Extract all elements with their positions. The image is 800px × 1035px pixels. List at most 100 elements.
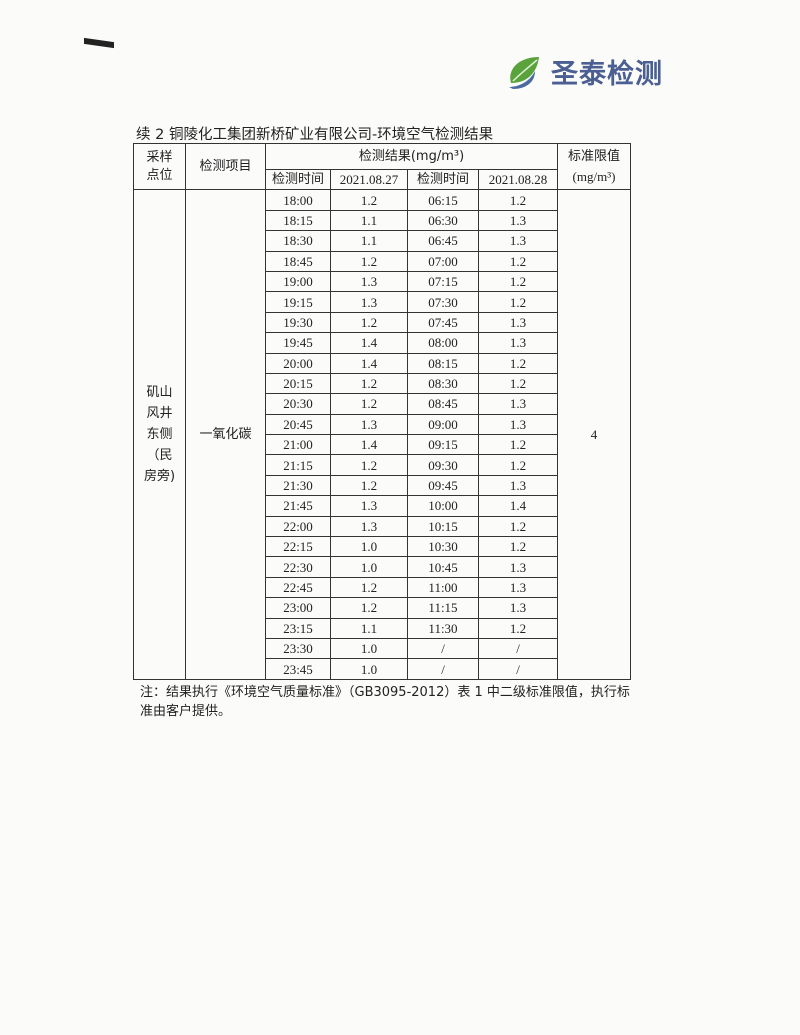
time2-cell: 07:15 xyxy=(407,270,479,293)
value2-cell: 1.3 xyxy=(478,230,558,252)
scan-artifact xyxy=(84,37,114,49)
time2-cell: / xyxy=(407,637,479,660)
time2-cell: 09:00 xyxy=(407,413,479,436)
time2-cell: 09:45 xyxy=(407,474,479,497)
time2-cell: 11:00 xyxy=(407,576,479,599)
table-row: 23:30 1.0// xyxy=(134,637,631,660)
table-row: 21:45 1.3 10:00 1.4 xyxy=(134,495,631,517)
value1-cell: 1.3 xyxy=(330,270,408,293)
time2-cell: 10:15 xyxy=(407,515,479,538)
leaf-icon xyxy=(509,56,539,89)
time1-cell: 23:15 xyxy=(265,617,331,639)
table-row: 21:00 1.4 09:15 1.2 xyxy=(134,434,631,456)
value1-cell: 1.4 xyxy=(330,332,408,354)
table-row: 19:00 1.3 07:15 1.2 xyxy=(134,270,631,293)
time1-cell: 22:15 xyxy=(265,536,331,558)
value1-cell: 1.1 xyxy=(330,209,408,232)
value2-cell: 1.2 xyxy=(478,189,558,211)
time1-cell: 22:00 xyxy=(265,515,331,538)
time1-cell: 21:15 xyxy=(265,454,331,476)
value1-cell: 1.2 xyxy=(330,189,408,211)
value1-cell: 1.4 xyxy=(330,434,408,456)
value2-cell: / xyxy=(478,658,558,680)
time2-cell: 09:15 xyxy=(407,434,479,456)
value1-cell: 1.3 xyxy=(330,413,408,436)
time2-cell: 10:30 xyxy=(407,536,479,558)
value1-cell: 1.2 xyxy=(330,597,408,619)
table-row: 19:45 1.4 08:00 1.3 xyxy=(134,332,631,354)
logo-text: 圣泰检测 xyxy=(551,59,663,90)
company-logo: 圣泰检测 xyxy=(505,52,663,91)
time1-cell: 22:30 xyxy=(265,556,331,578)
time1-cell: 19:15 xyxy=(265,291,331,313)
time2-cell: / xyxy=(407,658,479,680)
value2-cell: / xyxy=(478,637,558,660)
time1-cell: 21:00 xyxy=(265,434,331,456)
time1-cell: 19:00 xyxy=(265,270,331,293)
value2-cell: 1.3 xyxy=(478,597,558,619)
header-date1: 2021.08.27 xyxy=(330,168,408,191)
footnote: 注：结果执行《环境空气质量标准》（GB3095-2012）表 1 中二级标准限值… xyxy=(140,685,630,719)
header-time2: 检测时间 xyxy=(407,168,479,191)
value1-cell: 1.0 xyxy=(330,637,408,660)
time1-cell: 20:45 xyxy=(265,413,331,436)
value2-cell: 1.2 xyxy=(478,454,558,476)
value1-cell: 1.2 xyxy=(330,311,408,334)
value2-cell: 1.2 xyxy=(478,270,558,293)
time2-cell: 07:45 xyxy=(407,311,479,334)
time1-cell: 20:30 xyxy=(265,393,331,415)
value1-cell: 1.1 xyxy=(330,230,408,252)
time2-cell: 10:45 xyxy=(407,556,479,578)
header-site: 采样点位 xyxy=(133,142,186,191)
value2-cell: 1.3 xyxy=(478,332,558,354)
time1-cell: 20:00 xyxy=(265,352,331,374)
value1-cell: 1.0 xyxy=(330,658,408,680)
table-row: 22:45 1.2 11:00 1.3 xyxy=(134,576,631,599)
value2-cell: 1.2 xyxy=(478,434,558,456)
header-result: 检测结果(mg/m³) xyxy=(265,143,558,170)
time1-cell: 23:30 xyxy=(265,637,331,660)
time1-cell: 23:45 xyxy=(265,658,331,680)
value1-cell: 1.4 xyxy=(330,352,408,374)
time1-cell: 23:00 xyxy=(265,597,331,619)
value2-cell: 1.3 xyxy=(478,393,558,415)
value2-cell: 1.2 xyxy=(478,372,558,395)
value1-cell: 1.2 xyxy=(330,576,408,599)
time2-cell: 11:30 xyxy=(407,617,479,639)
value2-cell: 1.2 xyxy=(478,352,558,374)
value1-cell: 1.0 xyxy=(330,556,408,578)
table-row: 20:30 1.2 08:45 1.3 xyxy=(134,393,631,415)
value2-cell: 1.3 xyxy=(478,311,558,334)
table-row: 矶山风井东侧（民房旁) 一氧化碳 18:00 1.2 06:15 1.2 4 xyxy=(133,189,631,680)
header-limit: 标准限值 (mg/m³) xyxy=(557,142,631,191)
time1-cell: 19:45 xyxy=(265,332,331,354)
item-cell: 一氧化碳 xyxy=(185,189,266,680)
time2-cell: 07:30 xyxy=(407,291,479,313)
time1-cell: 19:30 xyxy=(265,311,331,334)
value1-cell: 1.3 xyxy=(330,495,408,517)
value1-cell: 1.3 xyxy=(330,515,408,538)
time2-cell: 08:45 xyxy=(407,393,479,415)
time2-cell: 06:15 xyxy=(407,189,479,211)
table-caption: 续 2 铜陵化工集团新桥矿业有限公司-环境空气检测结果 xyxy=(136,127,494,143)
time2-cell: 08:00 xyxy=(407,332,479,354)
limit-cell: 4 xyxy=(557,189,631,680)
site-cell: 矶山风井东侧（民房旁) xyxy=(133,189,186,680)
value1-cell: 1.3 xyxy=(330,291,408,313)
value2-cell: 1.3 xyxy=(478,413,558,436)
value1-cell: 1.0 xyxy=(330,536,408,558)
time2-cell: 09:30 xyxy=(407,454,479,476)
header-item: 检测项目 xyxy=(185,142,266,191)
value2-cell: 1.2 xyxy=(478,515,558,538)
table-row: 19:30 1.2 07:45 1.3 xyxy=(134,311,631,334)
value1-cell: 1.1 xyxy=(330,617,408,639)
value1-cell: 1.2 xyxy=(330,474,408,497)
value2-cell: 1.2 xyxy=(478,250,558,272)
time1-cell: 18:45 xyxy=(265,250,331,272)
time2-cell: 06:45 xyxy=(407,230,479,252)
results-table: 采样点位 检测项目 检测结果(mg/m³) 标准限值 (mg/m³) 检测时间 2… xyxy=(133,142,631,680)
value2-cell: 1.2 xyxy=(478,617,558,639)
value1-cell: 1.2 xyxy=(330,393,408,415)
time2-cell: 10:00 xyxy=(407,495,479,517)
time1-cell: 22:45 xyxy=(265,576,331,599)
